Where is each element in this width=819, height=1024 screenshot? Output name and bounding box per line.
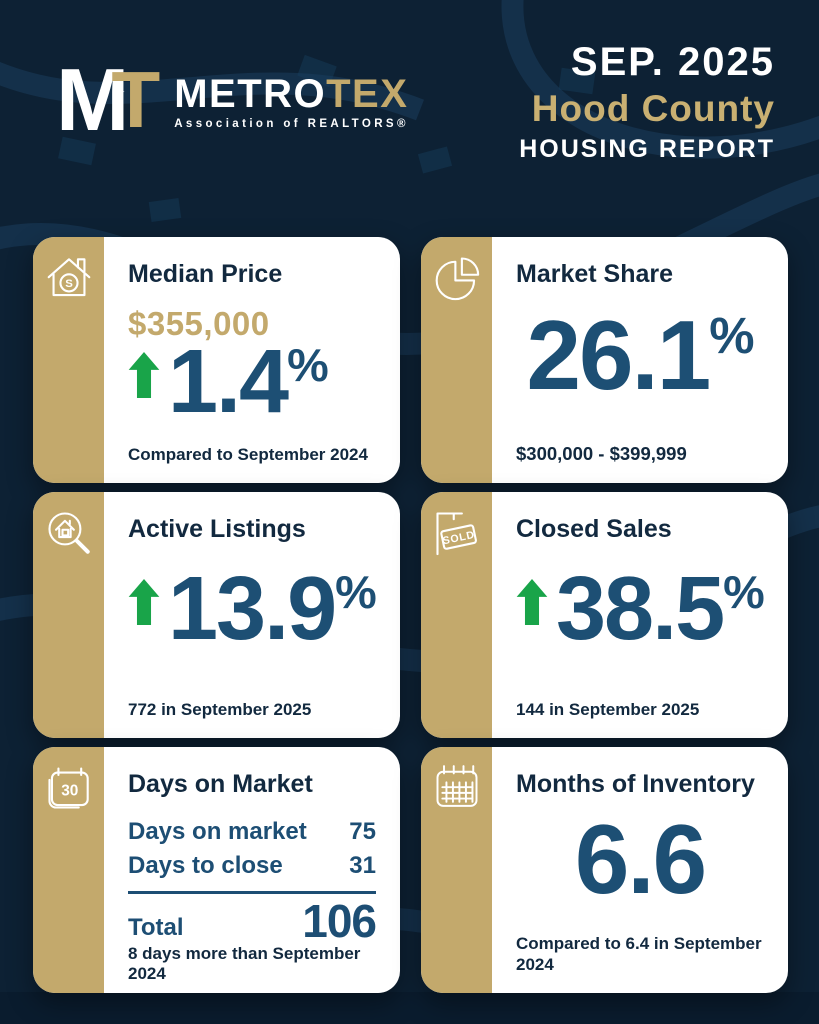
card-content: Days on Market Days on market 75 Days to… xyxy=(104,747,400,993)
market-share-value-wrap: 26.1% xyxy=(526,306,754,404)
inventory-value-wrap: 6.6 xyxy=(574,803,707,914)
calendar-day-number: 30 xyxy=(61,782,78,799)
card-content: Closed Sales 38.5% 144 in September 2025 xyxy=(492,492,788,738)
logo-tagline: Association of REALTORS® xyxy=(174,118,409,130)
card-footnote: 144 in September 2025 xyxy=(516,699,700,719)
card-footnote: 772 in September 2025 xyxy=(128,699,312,719)
card-title: Market Share xyxy=(516,260,674,288)
total-value: 106 xyxy=(302,895,377,948)
days-table: Days on market 75 Days to close 31 Total… xyxy=(128,815,377,948)
logo-word-tex: TEX xyxy=(326,72,409,116)
card-months-of-inventory: Months of Inventory 6.6 Compared to 6.4 … xyxy=(421,747,788,993)
card-market-share: Market Share 26.1% $300,000 - $399,999 xyxy=(421,237,788,483)
metrotex-logo: M T ★ METROTEX Association of REALTORS® xyxy=(56,50,409,149)
house-dollar-icon: S xyxy=(47,258,90,297)
percent-change: 1.4% xyxy=(168,337,329,427)
row-value: 31 xyxy=(349,852,376,880)
logo-letter-t: T xyxy=(111,55,161,144)
card-icon-band: 30 xyxy=(33,747,104,993)
up-arrow-icon xyxy=(128,579,160,626)
pie-chart-icon xyxy=(435,257,479,301)
logo-text: METROTEX Association of REALTORS® xyxy=(174,74,409,130)
report-period: SEP. 2025 xyxy=(570,40,775,84)
report-header: M T ★ METROTEX Association of REALTORS® … xyxy=(56,42,775,162)
card-title: Median Price xyxy=(128,260,283,288)
inventory-value: 6.6 xyxy=(574,803,707,914)
market-share-number: 26.1 xyxy=(526,299,711,410)
logo-word-metro: METRO xyxy=(174,72,327,116)
card-icon-band xyxy=(33,492,104,738)
card-closed-sales: SOLD Closed Sales 38.5% 144 in September… xyxy=(421,492,788,738)
percent-sign: % xyxy=(335,566,377,619)
card-icon-band xyxy=(421,747,492,993)
calendar-grid-icon xyxy=(436,765,477,807)
report-title-block: SEP. 2025 Hood County HOUSING REPORT xyxy=(519,42,775,162)
card-footnote: 8 days more than September 2024 xyxy=(128,944,361,984)
row-value: 75 xyxy=(349,817,376,845)
up-arrow-icon xyxy=(128,351,160,398)
logo-letter-m: M xyxy=(56,50,129,149)
card-median-price: S Median Price $355,000 1.4% Compared to… xyxy=(33,237,400,483)
row-label: Days to close xyxy=(128,852,283,880)
card-icon-band xyxy=(421,237,492,483)
percent-change-number: 1.4 xyxy=(168,331,289,432)
days-to-close-row: Days to close 31 xyxy=(128,849,376,884)
card-icon-band: SOLD xyxy=(421,492,492,738)
percent-change-number: 13.9 xyxy=(168,559,337,660)
card-active-listings: Active Listings 13.9% 772 in September 2… xyxy=(33,492,400,738)
percent-change-number: 38.5 xyxy=(556,559,725,660)
change-row: 1.4% xyxy=(128,337,376,427)
card-footnote: Compared to 6.4 in September 2024 xyxy=(516,934,762,974)
days-on-market-row: Days on market 75 xyxy=(128,815,376,850)
change-row: 13.9% xyxy=(128,564,377,654)
card-content: Median Price $355,000 1.4% Compared to S… xyxy=(104,237,400,483)
card-content: Months of Inventory 6.6 Compared to 6.4 … xyxy=(492,747,788,993)
percent-sign: % xyxy=(709,306,754,364)
total-divider xyxy=(128,891,376,895)
card-content: Active Listings 13.9% 772 in September 2… xyxy=(104,492,400,738)
card-title: Days on Market xyxy=(128,770,313,798)
logo-wordmark: METROTEX xyxy=(174,74,409,114)
card-title: Closed Sales xyxy=(516,515,672,543)
up-arrow-icon xyxy=(516,579,548,626)
percent-change: 13.9% xyxy=(168,564,377,654)
card-footnote: $300,000 - $399,999 xyxy=(516,442,687,464)
card-days-on-market: 30 Days on Market Days on market 75 Days… xyxy=(33,747,400,993)
logo-star-icon: ★ xyxy=(112,85,126,102)
median-price-value: $355,000 xyxy=(128,304,270,342)
calendar-30-icon: 30 xyxy=(47,767,89,809)
percent-sign: % xyxy=(723,566,765,619)
house-search-icon xyxy=(47,512,90,554)
sold-sign-icon: SOLD xyxy=(435,512,477,556)
stat-card-grid: S Median Price $355,000 1.4% Compared to… xyxy=(33,237,788,993)
card-title: Months of Inventory xyxy=(516,770,755,798)
card-icon-band: S xyxy=(33,237,104,483)
percent-change: 38.5% xyxy=(556,564,765,654)
market-share-value: 26.1% xyxy=(526,306,754,404)
report-region: Hood County xyxy=(531,88,775,129)
house-dollar-icon-letter: S xyxy=(65,278,73,290)
total-label: Total xyxy=(128,913,184,941)
card-content: Market Share 26.1% $300,000 - $399,999 xyxy=(492,237,788,483)
metrotex-logo-mark-icon: M T ★ xyxy=(56,50,161,149)
percent-sign: % xyxy=(287,338,329,391)
card-footnote: Compared to September 2024 xyxy=(128,444,368,464)
report-title: HOUSING REPORT xyxy=(519,135,775,163)
change-row: 38.5% xyxy=(516,564,765,654)
card-title: Active Listings xyxy=(128,515,306,543)
total-row: Total 106 xyxy=(128,895,377,948)
row-label: Days on market xyxy=(128,817,307,845)
